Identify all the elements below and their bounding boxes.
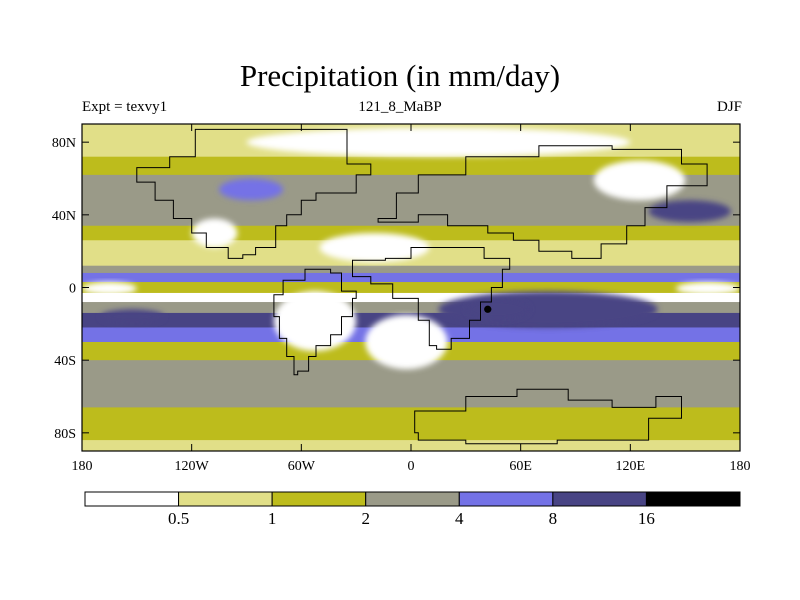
feature-dry-south-africa (365, 314, 448, 370)
colorbar-swatch (84, 491, 180, 507)
colorbar-label: 1 (268, 509, 277, 528)
feature-extreme-point (484, 305, 492, 313)
zonal-band (82, 196, 740, 212)
season-label: DJF (716, 99, 742, 115)
colorbar-label: 16 (638, 509, 655, 528)
y-tick-label: 80N (52, 136, 76, 151)
y-tick-label: 40N (52, 209, 76, 224)
experiment-label: Expt = texvy1 (82, 99, 168, 115)
feature-wet-south-indian-core (465, 298, 530, 321)
coastlines (136, 128, 708, 445)
y-tick-label: 0 (69, 282, 76, 297)
feature-dry-arctic (246, 127, 631, 157)
chart-title: Precipitation (in mm/day) (239, 58, 561, 93)
feature-dry-north-asia (593, 160, 686, 201)
feature-dry-south-atlantic (273, 291, 357, 352)
colorbar-swatch (458, 491, 554, 507)
colorbar-label: 8 (549, 509, 558, 528)
x-tick-label: 120E (616, 459, 646, 474)
zonal-band (82, 282, 740, 294)
colorbar-label: 0.5 (168, 509, 189, 528)
zonal-band (82, 225, 740, 241)
zonal-band (82, 265, 740, 274)
colorbar-swatch (365, 491, 460, 507)
colorbar-label: 4 (455, 509, 464, 528)
feature-dry-subtropics-north-central (319, 233, 430, 263)
x-tick-label: 60W (288, 459, 316, 474)
x-tick-label: 120W (175, 459, 210, 474)
feature-dry-west-pacific (676, 282, 740, 295)
coastline-africa (352, 247, 511, 350)
period-label: 121_8_MaBP (358, 99, 442, 115)
zonal-band (82, 378, 740, 394)
coastline-south-america (273, 268, 357, 376)
zonal-band (82, 254, 740, 267)
colorbar-swatch (552, 491, 647, 507)
zonal-band (82, 156, 740, 176)
zonal-band (82, 292, 740, 303)
feature-wet-north-pacific-storm (648, 200, 731, 223)
axes: 180 120W 60W 0 60E 120E 180 80N 40N 0 40S 80S (52, 124, 751, 474)
x-tick-label: 0 (408, 459, 415, 474)
zonal-band (82, 360, 740, 379)
colorbar-swatch (178, 491, 273, 507)
y-tick-label: 80S (54, 427, 76, 442)
zonal-band (82, 425, 740, 441)
feature-dry-east-pacific (82, 282, 137, 295)
zonal-band (82, 302, 740, 314)
feature-wet-north-america-storm (219, 178, 284, 201)
feature-wet-south-pacific-core (100, 309, 165, 324)
coastline-eurasia (377, 145, 708, 259)
feature-dry-north-pacific (191, 218, 238, 248)
precipitation-map (82, 124, 740, 451)
x-tick-label: 180 (72, 459, 93, 474)
x-tick-label: 60E (509, 459, 532, 474)
zonal-band (82, 392, 740, 408)
y-tick-label: 40S (54, 354, 76, 369)
x-tick-label: 180 (730, 459, 751, 474)
zonal-band (82, 272, 740, 283)
coastline-australia-antarctica (414, 388, 682, 445)
coastline-north-america (136, 128, 372, 259)
colorbar-swatch (271, 491, 367, 507)
zonal-band (82, 407, 740, 427)
zonal-band (82, 211, 740, 227)
colorbar: 0.5 1 2 4 8 16 (84, 491, 741, 528)
colorbar-swatch (645, 491, 741, 507)
colorbar-label: 2 (361, 509, 370, 528)
